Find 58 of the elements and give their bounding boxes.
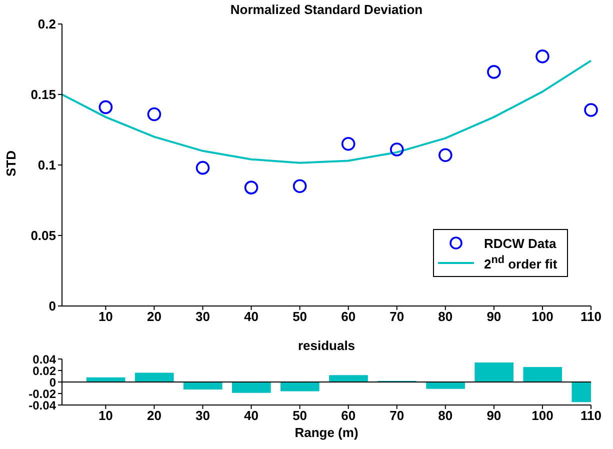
point [487, 65, 501, 79]
x-tick-label: 110 [580, 408, 602, 424]
bar [523, 367, 562, 382]
point [147, 107, 162, 122]
bar [183, 382, 222, 390]
x-tick-label: 60 [341, 309, 356, 324]
y-tick-label: 0.2 [38, 16, 56, 32]
x-tick-label: 30 [196, 309, 210, 324]
point [584, 103, 598, 117]
bar [426, 382, 465, 389]
line-series [61, 60, 592, 164]
y-axis-title: STD [4, 150, 18, 176]
x-tick-label: 20 [146, 408, 162, 424]
bar [474, 362, 514, 382]
y-tick-label: 0 [48, 298, 56, 314]
x-tick-label: 80 [438, 408, 453, 424]
y-tick-label: 0 [49, 375, 56, 390]
point [196, 160, 210, 175]
y-tick-label: -0.04 [28, 398, 56, 412]
point [536, 50, 550, 64]
x-tick-label: 90 [486, 408, 502, 424]
x-axis-title: Range (m) [294, 425, 360, 440]
x-tick-label: 40 [244, 408, 259, 424]
x-tick-label: 100 [532, 408, 554, 424]
x-tick-label: 90 [486, 309, 502, 324]
x-tick-label: 60 [341, 408, 356, 424]
y-tick-label: 0.05 [30, 228, 56, 244]
legend-label: RDCW Data [484, 236, 556, 250]
y-tick-label: 0.02 [32, 364, 56, 378]
point [98, 100, 113, 114]
x-tick-label: 10 [98, 408, 113, 424]
x-tick-label: 50 [292, 309, 308, 324]
x-tick-label: 30 [196, 408, 210, 424]
chart-title: residuals [296, 338, 356, 353]
x-tick-label: 70 [390, 408, 404, 424]
x-tick-label: 50 [292, 408, 308, 424]
x-tick-label: 40 [244, 309, 259, 324]
y-tick-label: 0.04 [32, 352, 56, 366]
x-tick-label: 70 [390, 309, 404, 324]
bar [134, 372, 174, 382]
y-tick-label: -0.02 [28, 386, 56, 401]
bar [329, 375, 368, 382]
y-tick-label: 0.15 [30, 87, 56, 102]
point [292, 179, 307, 194]
point [244, 180, 258, 194]
x-tick-label: 110 [580, 309, 602, 324]
point [390, 142, 404, 156]
bar [232, 382, 271, 393]
x-tick-label: 100 [532, 309, 554, 324]
chart-title: Normalized Standard Deviation [229, 2, 424, 17]
bar [280, 382, 320, 392]
y-tick-label: 0.1 [38, 158, 56, 173]
x-tick-label: 80 [438, 309, 453, 324]
point [341, 136, 356, 151]
point [438, 148, 452, 162]
x-tick-label: 10 [98, 309, 113, 324]
legend-label: 2$^{nd}$ order fit [484, 254, 558, 272]
x-tick-label: 20 [146, 309, 162, 324]
